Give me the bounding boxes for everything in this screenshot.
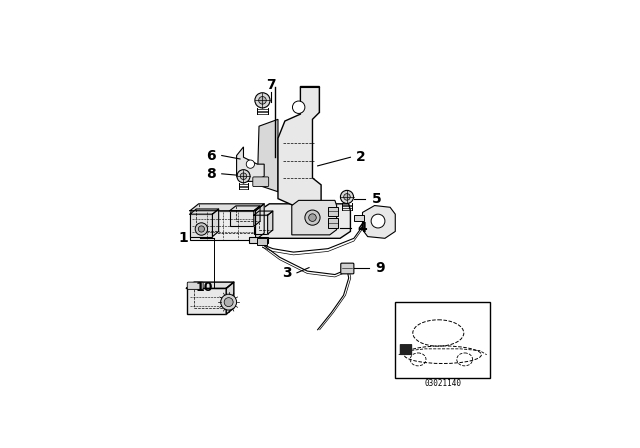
Polygon shape xyxy=(254,211,273,215)
Bar xyxy=(190,214,212,237)
Polygon shape xyxy=(292,200,337,235)
Circle shape xyxy=(221,294,237,310)
Text: 10: 10 xyxy=(195,281,212,294)
Circle shape xyxy=(308,214,316,221)
Polygon shape xyxy=(190,209,219,214)
Circle shape xyxy=(305,210,320,225)
Polygon shape xyxy=(278,86,321,206)
Circle shape xyxy=(371,214,385,228)
Circle shape xyxy=(292,101,305,113)
Polygon shape xyxy=(237,147,264,181)
Circle shape xyxy=(240,173,247,180)
Text: 1: 1 xyxy=(179,231,188,246)
Text: 03021140: 03021140 xyxy=(424,379,461,388)
Polygon shape xyxy=(259,204,351,238)
Bar xyxy=(354,215,364,221)
Circle shape xyxy=(340,190,353,203)
Bar xyxy=(396,302,490,378)
Circle shape xyxy=(246,160,255,168)
Polygon shape xyxy=(190,204,264,211)
Text: 2: 2 xyxy=(356,150,365,164)
Text: 4: 4 xyxy=(358,221,367,235)
Circle shape xyxy=(259,96,266,104)
Text: 9: 9 xyxy=(375,261,385,276)
Bar xyxy=(249,237,268,243)
Polygon shape xyxy=(257,119,278,192)
Circle shape xyxy=(255,93,270,108)
Text: 7: 7 xyxy=(266,78,276,92)
Polygon shape xyxy=(226,282,234,314)
Bar xyxy=(230,211,254,226)
FancyBboxPatch shape xyxy=(253,177,269,186)
FancyBboxPatch shape xyxy=(400,344,412,355)
Polygon shape xyxy=(268,211,273,234)
Circle shape xyxy=(344,194,350,200)
Circle shape xyxy=(198,226,205,232)
Polygon shape xyxy=(187,282,234,289)
Polygon shape xyxy=(254,206,260,226)
Text: 8: 8 xyxy=(206,167,216,181)
FancyBboxPatch shape xyxy=(188,282,203,289)
Circle shape xyxy=(224,297,233,306)
Bar xyxy=(328,218,338,228)
Circle shape xyxy=(195,223,207,235)
FancyBboxPatch shape xyxy=(340,263,354,274)
Polygon shape xyxy=(230,206,260,211)
Bar xyxy=(328,207,338,216)
Bar xyxy=(254,215,268,234)
Polygon shape xyxy=(212,209,219,237)
Bar xyxy=(187,289,226,314)
Circle shape xyxy=(237,170,250,183)
Bar xyxy=(190,211,255,240)
Text: 6: 6 xyxy=(206,149,216,163)
Text: 3: 3 xyxy=(282,266,291,280)
Bar xyxy=(257,238,267,245)
Text: 5: 5 xyxy=(371,192,381,206)
Polygon shape xyxy=(362,206,396,238)
Polygon shape xyxy=(255,204,264,240)
